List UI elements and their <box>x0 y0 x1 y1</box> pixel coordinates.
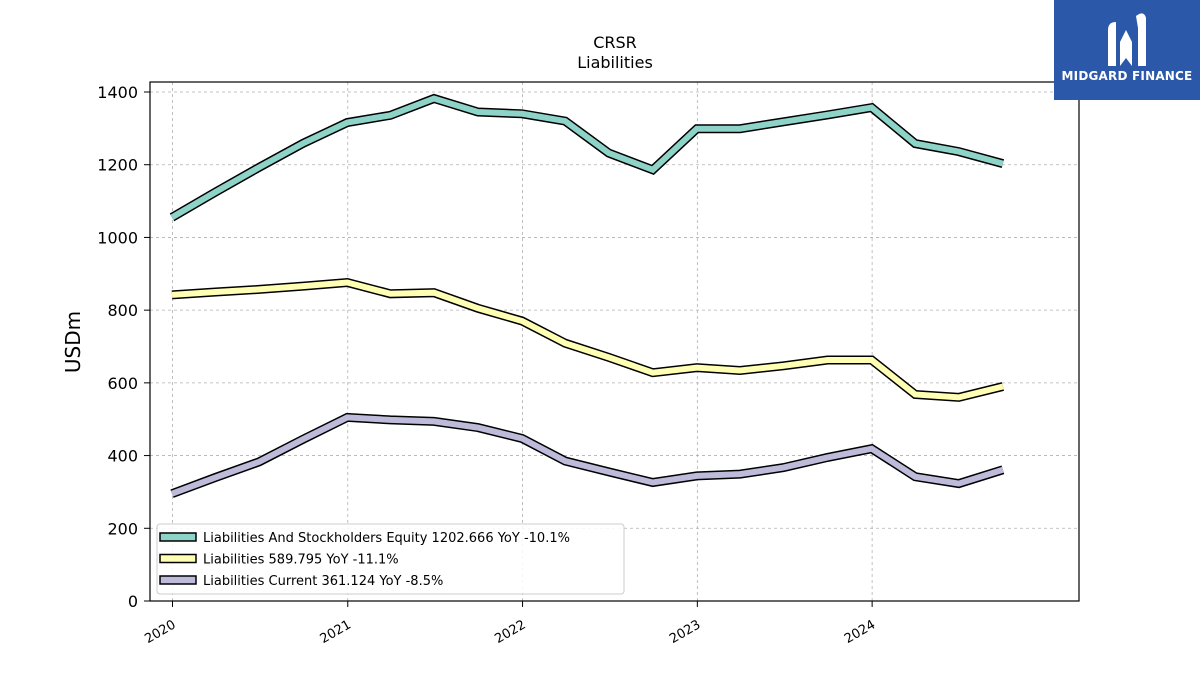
y-tick-label: 800 <box>107 301 138 320</box>
series-line-outline <box>171 277 1004 402</box>
x-tick-label: 2024 <box>842 617 878 647</box>
x-tick-label: 2021 <box>318 617 354 647</box>
grid-lines <box>150 82 1079 602</box>
y-tick-label: 200 <box>107 519 138 538</box>
series-line <box>171 279 1004 401</box>
y-axis: 0 200 400 600 800 1000 1200 1400 <box>97 83 150 611</box>
x-tick-label: 2022 <box>492 617 528 647</box>
series-line <box>170 95 1004 220</box>
x-axis: 2020 2021 2022 2023 2024 <box>142 601 878 647</box>
series-lines <box>169 93 1005 498</box>
legend-swatch <box>159 532 197 542</box>
legend-entry: Liabilities And Stockholders Equity 1202… <box>203 531 570 546</box>
brand-logo: MIDGARD FINANCE <box>1054 0 1200 100</box>
y-tick-label: 1200 <box>97 156 138 175</box>
legend-entry: Liabilities 589.795 YoY -11.1% <box>203 553 399 568</box>
series-line <box>170 414 1004 497</box>
y-tick-label: 400 <box>107 447 138 466</box>
plot-area-frame <box>149 81 1080 602</box>
chart-title: CRSR <box>593 33 637 52</box>
x-tick-label: 2020 <box>142 617 178 647</box>
midgard-logo-icon <box>1108 13 1146 66</box>
y-tick-label: 1000 <box>97 228 138 247</box>
y-tick-label: 0 <box>128 592 138 611</box>
y-axis-label: USDm <box>61 311 85 373</box>
legend-entry: Liabilities Current 361.124 YoY -8.5% <box>203 574 443 589</box>
y-tick-label: 600 <box>107 374 138 393</box>
legend-swatch <box>159 553 197 564</box>
y-tick-label: 1400 <box>97 83 138 102</box>
chart-subtitle: Liabilities <box>577 53 653 72</box>
legend: Liabilities And Stockholders Equity 1202… <box>156 523 625 595</box>
x-tick-label: 2023 <box>667 617 703 647</box>
brand-name: MIDGARD FINANCE <box>1061 69 1193 83</box>
legend-box <box>156 523 625 595</box>
legend-swatch <box>159 575 197 585</box>
